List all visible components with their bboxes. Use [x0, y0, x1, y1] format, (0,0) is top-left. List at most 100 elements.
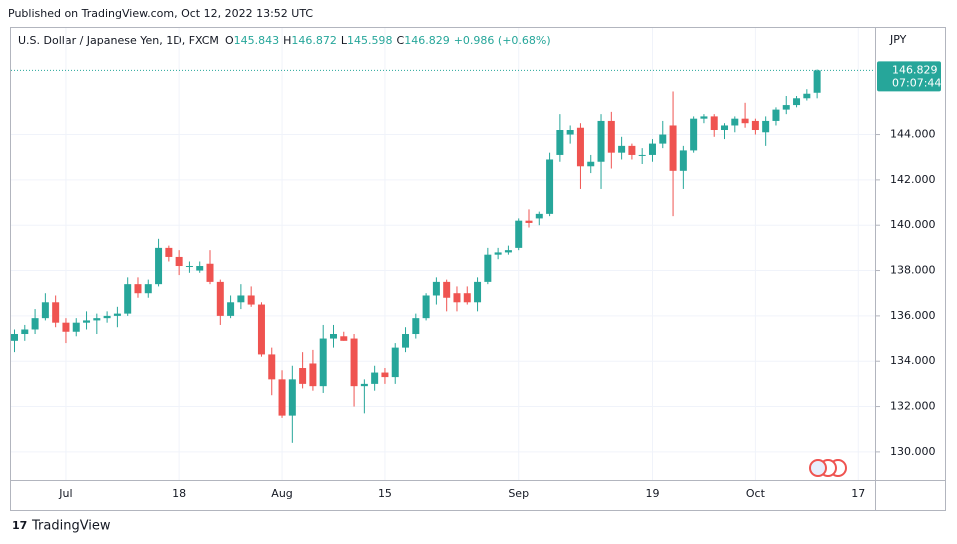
candle-body: [299, 368, 307, 384]
ohlc-value: 145.598: [347, 34, 393, 47]
candle-body: [453, 293, 461, 303]
x-tick-label: 17: [851, 487, 865, 500]
candle-body: [587, 161, 595, 167]
ohlc-label: H: [283, 34, 291, 47]
candle-body: [21, 329, 29, 335]
candle-body: [803, 93, 811, 99]
chart-header: U.S. Dollar / Japanese Yen, 1D, FXCM O145…: [18, 34, 551, 47]
y-tick-label: 132.000: [890, 400, 936, 413]
candle-body: [72, 322, 80, 332]
ohlc-value: 146.872: [291, 34, 337, 47]
ohlc-value: 146.829: [404, 34, 450, 47]
y-tick-label: 142.000: [890, 173, 936, 186]
candle-body: [813, 70, 821, 93]
candle-body: [41, 302, 49, 319]
candle-body: [432, 281, 440, 296]
ohlc-label: L: [341, 34, 348, 47]
candle-body: [546, 159, 554, 214]
candle-body: [227, 302, 235, 316]
candle-body: [371, 372, 379, 384]
candle-body: [710, 116, 718, 131]
candle-body: [535, 213, 543, 219]
x-tick-label: Jul: [58, 487, 72, 500]
symbol-title: U.S. Dollar / Japanese Yen, 1D, FXCM: [18, 34, 219, 47]
candle-body: [340, 336, 348, 341]
x-tick-label: 18: [172, 487, 186, 500]
candle-body: [83, 320, 91, 323]
y-tick-label: 130.000: [890, 445, 936, 458]
candle-body: [618, 145, 626, 153]
candle-body: [504, 250, 512, 253]
candle-body: [443, 281, 451, 298]
candle-body: [638, 154, 646, 156]
candle-body: [329, 334, 337, 339]
published-caption: Published on TradingView.com, Oct 12, 20…: [8, 7, 313, 20]
x-tick-label: 15: [378, 487, 392, 500]
candle-body: [165, 247, 173, 257]
candle-body: [113, 313, 121, 316]
candle-body: [124, 284, 132, 314]
candle-body: [268, 354, 276, 380]
x-tick-label: Sep: [508, 487, 529, 500]
candle-body: [484, 254, 492, 282]
y-tick-label: 140.000: [890, 218, 936, 231]
ohlc-value: 145.843: [234, 34, 280, 47]
candle-body: [381, 372, 389, 378]
ohlc-label: C: [397, 34, 405, 47]
candle-body: [185, 266, 193, 268]
last-price-label: 146.829: [892, 63, 938, 76]
candle-body: [751, 120, 759, 131]
y-tick-label: 134.000: [890, 354, 936, 367]
candle-body: [257, 304, 265, 355]
frame: [10, 27, 946, 511]
candle-body: [31, 318, 39, 330]
x-tick-label: 19: [645, 487, 659, 500]
candle-body: [103, 315, 111, 319]
flags-icon: [809, 459, 847, 477]
candle-body: [525, 220, 533, 223]
candle-body: [576, 127, 584, 167]
last-price-box: [877, 61, 941, 92]
x-tick-label: Aug: [271, 487, 292, 500]
candle-body: [278, 379, 286, 416]
y-tick-label: 144.000: [890, 128, 936, 141]
candle-body: [762, 120, 770, 133]
candle-body: [793, 98, 801, 106]
logo-mark: 17: [12, 519, 27, 532]
candle-body: [669, 125, 677, 171]
candle-body: [288, 379, 296, 416]
candle-body: [463, 293, 471, 303]
candle-body: [350, 338, 358, 387]
candle-body: [319, 338, 327, 387]
candle-body: [566, 130, 574, 135]
change-value: +0.986 (+0.68%): [454, 34, 551, 47]
countdown-label: 07:07:44: [892, 76, 941, 89]
candle-body: [93, 318, 101, 321]
candle-body: [391, 347, 399, 378]
candle-body: [422, 295, 430, 319]
candle-body: [206, 263, 214, 282]
candle-body: [360, 383, 368, 387]
candle-body: [741, 118, 749, 124]
candle-body: [772, 109, 780, 121]
candle-body: [11, 334, 18, 341]
x-tick-label: Oct: [746, 487, 766, 500]
candle-body: [155, 247, 163, 285]
candle-body: [175, 256, 183, 267]
candle-body: [782, 105, 790, 110]
candle-body: [731, 118, 739, 126]
candle-body: [659, 134, 667, 144]
candle-body: [679, 150, 687, 171]
y-tick-label: 138.000: [890, 264, 936, 277]
candle-body: [721, 125, 729, 131]
candle-body: [556, 130, 564, 155]
footer-brand: TradingView: [31, 519, 111, 534]
candle-body: [309, 363, 317, 387]
candle-body: [515, 220, 523, 248]
candle-body: [247, 295, 255, 305]
candle-body: [144, 284, 152, 294]
candle-body: [412, 318, 420, 335]
candle-body: [607, 120, 615, 153]
